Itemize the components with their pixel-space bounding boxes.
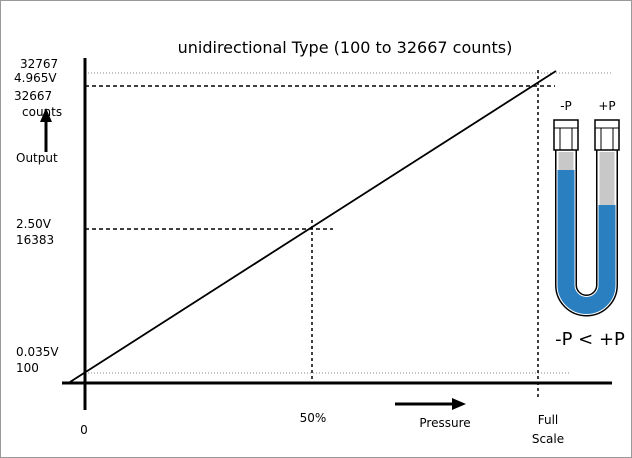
y-label: Output bbox=[16, 151, 58, 165]
y-label: 32667 bbox=[14, 89, 52, 103]
port-label: -P bbox=[560, 99, 572, 113]
x-label: Full bbox=[538, 413, 559, 427]
title: unidirectional Type (100 to 32667 counts… bbox=[178, 38, 513, 57]
port-label: +P bbox=[598, 99, 615, 113]
relation-label: -P < +P bbox=[555, 329, 625, 350]
y-label: 4.965V bbox=[14, 71, 57, 85]
y-label: 16383 bbox=[16, 233, 54, 247]
y-label: 2.50V bbox=[16, 217, 52, 231]
x-label: 0 bbox=[80, 423, 88, 437]
fitting bbox=[554, 120, 578, 150]
y-label: 32767 bbox=[20, 57, 58, 71]
y-label: 0.035V bbox=[16, 345, 59, 359]
x-label: Scale bbox=[532, 432, 564, 446]
fitting bbox=[595, 120, 619, 150]
x-label: 50% bbox=[300, 411, 327, 425]
diagram: unidirectional Type (100 to 32667 counts… bbox=[0, 0, 632, 458]
x-label: Pressure bbox=[419, 416, 470, 430]
y-label: counts bbox=[22, 105, 62, 119]
y-label: 100 bbox=[16, 361, 39, 375]
